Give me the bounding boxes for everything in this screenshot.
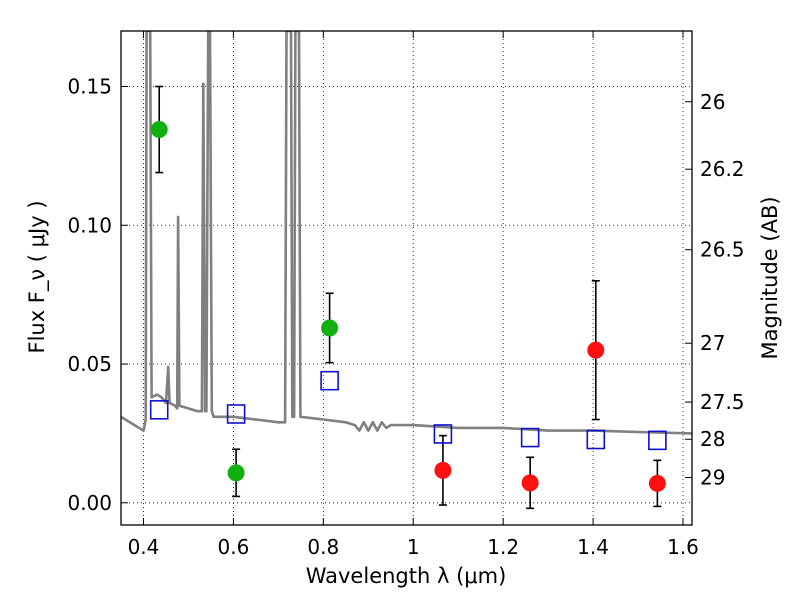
x-tick-label-3: 1	[407, 535, 420, 559]
y-tick-label-3: 0.15	[67, 75, 112, 99]
y2-axis-label: Magnitude (AB)	[758, 196, 782, 359]
data-point-1-2	[587, 341, 605, 359]
mag-tick-label-2: 26.5	[700, 238, 745, 262]
mag-tick-label-1: 26.2	[700, 157, 745, 181]
model-photometry-square-6	[648, 430, 667, 451]
data-point-1-0	[434, 461, 452, 479]
y-tick-label-0: 0.00	[67, 491, 112, 515]
model-photometry-square-4	[520, 427, 540, 448]
y-tick-label-2: 0.10	[67, 213, 112, 237]
model-photometry-square-5	[586, 429, 606, 450]
y-axis-label: Flux F_ν ( μJy )	[25, 200, 50, 353]
x-tick-label-1: 0.6	[217, 535, 249, 559]
y-tick-label-1: 0.05	[67, 352, 112, 376]
model-photometry-square-2	[320, 370, 339, 391]
x-tick-label-4: 1.2	[487, 535, 519, 559]
data-point-1-1	[521, 474, 539, 492]
data-point-0-0	[150, 121, 168, 139]
x-tick-label-0: 0.4	[128, 535, 160, 559]
x-tick-label-5: 1.4	[577, 535, 609, 559]
x-tick-label-6: 1.6	[667, 535, 699, 559]
mag-tick-label-3: 27	[700, 331, 725, 355]
mag-tick-label-5: 28	[700, 427, 725, 451]
mag-tick-label-6: 29	[700, 466, 725, 490]
mag-tick-label-0: 26	[700, 90, 725, 114]
model-spectrum-line	[121, 31, 692, 435]
data-point-1-3	[648, 474, 666, 492]
axis-ticks: 0.4 0.6 0.8 1 1.2 1.4 1.6 0.00 0.05 0.10 0.15 26 26.…	[67, 31, 745, 559]
mag-tick-label-4: 27.5	[700, 390, 745, 414]
plot-frame	[120, 30, 693, 526]
model-photometry-square-1	[226, 404, 246, 424]
plot-content	[121, 31, 692, 510]
data-point-0-2	[321, 319, 339, 337]
model-photometry-square-0	[149, 400, 169, 420]
model-photometry-square-3	[433, 424, 453, 444]
x-axis-label: Wavelength λ (μm)	[306, 564, 507, 588]
x-tick-label-2: 0.8	[307, 535, 339, 559]
plot-area	[121, 31, 692, 525]
data-point-0-1	[227, 464, 245, 482]
